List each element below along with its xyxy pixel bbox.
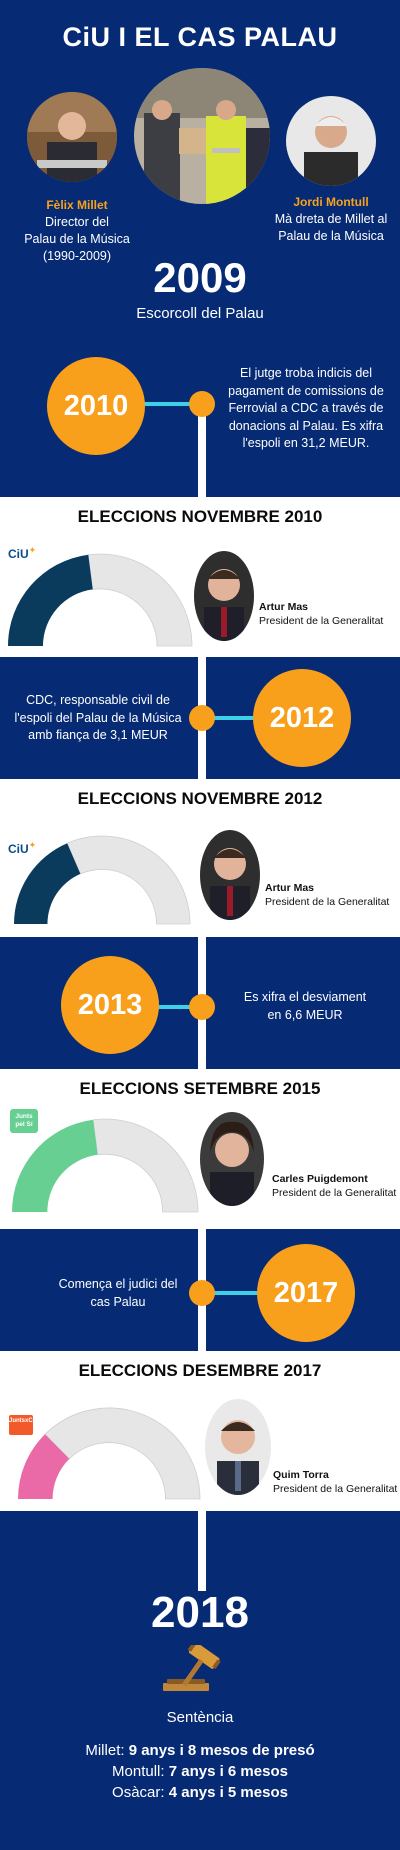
gauge-party-seats [14, 843, 81, 924]
sentence-penalty: 7 anys i 6 mesos [168, 1763, 288, 1780]
photo-carles-puigdemont [200, 1112, 264, 1206]
person-role-montull: Mà dreta de Millet al Palau de la Música [258, 211, 400, 245]
seat-gauge-2012 [14, 835, 191, 925]
election-title-2010: ELECCIONS NOVEMBRE 2010 [77, 507, 323, 526]
ciu-logo: CiU✦ [8, 545, 36, 563]
sentence-who: Osàcar: [112, 1784, 165, 1801]
president-role: President de la Generalitat [259, 615, 384, 627]
timeline-spine [198, 392, 206, 497]
president-name: Artur Mas [265, 882, 315, 894]
person-name-millet: Fèlix Millet [46, 198, 108, 212]
photo-felix-millet [27, 92, 117, 182]
seat-gauge-2010 [8, 553, 193, 647]
timeline-dot [189, 1280, 215, 1306]
president-role: President de la Generalitat [273, 1483, 398, 1495]
event-line: cas Palau [90, 1294, 146, 1309]
timeline-dot [189, 705, 215, 731]
gavel-icon [163, 1642, 233, 1698]
event-line: donacions al Palau. Es xifra [228, 418, 384, 433]
page-title: CiU I EL CAS PALAU [62, 22, 338, 52]
role-line: Palau de la Música [278, 229, 384, 243]
sentence-who: Montull: [112, 1763, 165, 1780]
gauge-remaining-seats [87, 553, 193, 647]
gauge-remaining-seats [44, 1407, 201, 1500]
event-line: l'espoli en 31,2 MEUR. [242, 436, 370, 450]
role-line: (1990-2009) [42, 249, 112, 263]
logo-text: CiU [8, 547, 29, 561]
president-role: President de la Generalitat [272, 1187, 397, 1199]
gauge-party-seats [8, 554, 93, 646]
event-line: Ferrovial a CDC a través de [228, 401, 384, 415]
logo-text: JuntsxCat [9, 1418, 39, 1424]
timeline-spine [198, 1511, 206, 1591]
gauge-remaining-seats [66, 835, 191, 925]
event-line: amb fiança de 3,1 MEUR [28, 728, 168, 742]
gauge-party-seats [18, 1434, 70, 1499]
person-name-montull: Jordi Montull [293, 195, 369, 209]
election-title-2017: ELECCIONS DESEMBRE 2017 [78, 1361, 322, 1380]
sentence-montull: Montull: 7 anys i 6 mesos [0, 1763, 400, 1780]
seat-gauge-2017 [18, 1407, 201, 1500]
sentence-penalty: 9 anys i 8 mesos de presó [128, 1742, 315, 1759]
election-title-2012: ELECCIONS NOVEMBRE 2012 [77, 789, 323, 808]
event-line: CDC, responsable civil de [26, 693, 170, 707]
event-line: Es xifra el desviament [243, 990, 367, 1004]
year-circle-2013: 2013 [61, 956, 159, 1054]
president-name: Quim Torra [273, 1469, 329, 1481]
gauge-remaining-seats [92, 1118, 199, 1213]
event-line: El jutge troba indicis del [239, 366, 373, 380]
connector-line [202, 1291, 272, 1295]
event-line: l'espoli del Palau de la Música [14, 710, 182, 725]
logo-text: Junts pel Sí [15, 1113, 33, 1128]
president-name: Artur Mas [259, 601, 309, 613]
event-line: en 6,6 MEUR [267, 1007, 343, 1022]
year-circle-2017: 2017 [257, 1244, 355, 1342]
timeline-dot [189, 994, 215, 1020]
seat-gauge-2015 [12, 1118, 199, 1213]
person-role-millet: Director del Palau de la Música (1990-20… [12, 214, 142, 265]
star-icon: ✦ [28, 545, 37, 555]
gauge-party-seats [12, 1119, 98, 1212]
event-2010: El jutge troba indicis del pagament de c… [218, 365, 394, 453]
connector-line [202, 716, 274, 720]
role-line: Director del [45, 215, 109, 229]
year-2009: 2009 [153, 254, 247, 301]
junts-pel-si-logo: Junts pel Sí [10, 1109, 38, 1133]
year-2018: 2018 [151, 1588, 249, 1637]
role-line: Palau de la Música [24, 232, 130, 246]
sentence-osacar: Osàcar: 4 anys i 5 mesos [0, 1784, 400, 1801]
event-line: Comença el judici del [58, 1277, 178, 1291]
event-2017: Comença el judici del cas Palau [38, 1276, 198, 1311]
connector-line [140, 1005, 202, 1009]
president-role: President de la Generalitat [265, 896, 390, 908]
final-label: Sentència [166, 1709, 234, 1726]
connector-line [130, 402, 202, 406]
ciu-logo: CiU✦ [8, 840, 36, 858]
sentence-who: Millet: [85, 1742, 125, 1759]
timeline-dot [189, 391, 215, 417]
juntsxcat-logo: JuntsxCat [9, 1415, 38, 1435]
year-circle-2012: 2012 [253, 669, 351, 767]
star-icon: ✦ [28, 840, 37, 850]
year-circle-2010: 2010 [47, 357, 145, 455]
logo-text: CiU [8, 842, 29, 856]
role-line: Mà dreta de Millet al [274, 212, 388, 226]
photo-jordi-montull [286, 96, 376, 186]
president-name: Carles Puigdemont [272, 1173, 368, 1185]
label-2009: Escorcoll del Palau [136, 305, 264, 322]
event-line: pagament de comissions de [228, 383, 384, 398]
event-2012: CDC, responsable civil de l'espoli del P… [8, 692, 188, 745]
event-2013: Es xifra el desviament en 6,6 MEUR [215, 989, 395, 1024]
photo-artur-mas [194, 551, 254, 641]
sentence-penalty: 4 anys i 5 mesos [168, 1784, 288, 1801]
photo-police-search [134, 68, 270, 204]
photo-artur-mas [200, 830, 260, 920]
photo-quim-torra [205, 1399, 271, 1495]
election-title-2015: ELECCIONS SETEMBRE 2015 [79, 1079, 321, 1098]
sentence-millet: Millet: 9 anys i 8 mesos de presó [0, 1742, 400, 1759]
